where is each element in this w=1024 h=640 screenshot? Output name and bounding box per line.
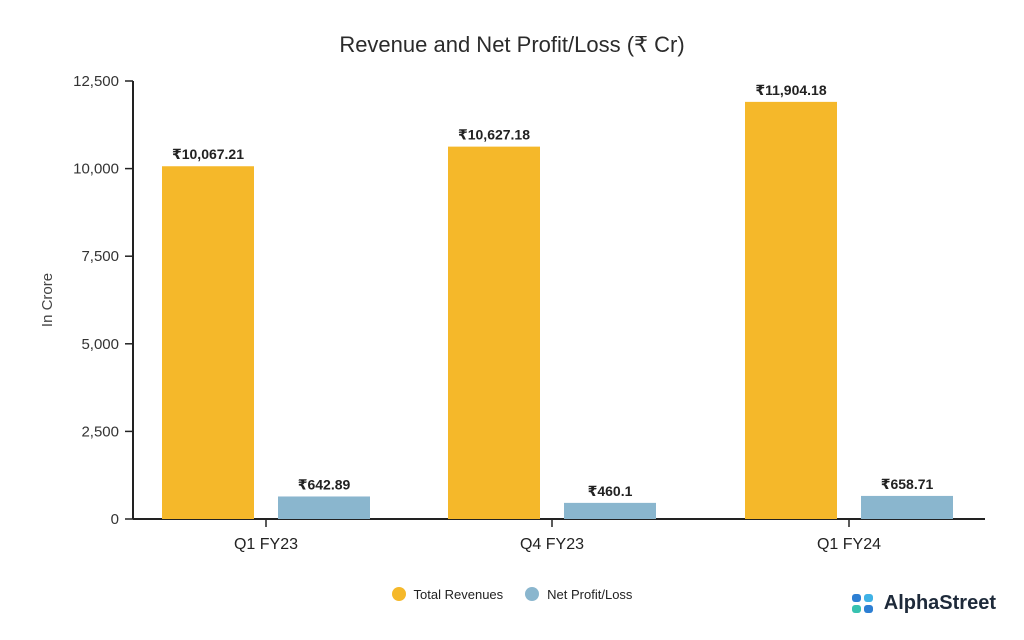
legend-item-net-profit: Net Profit/Loss <box>525 587 632 602</box>
brand-logo: AlphaStreet <box>851 592 996 615</box>
y-tick-label: 7,500 <box>81 248 119 265</box>
bar-net-profit <box>564 502 656 519</box>
legend-label-net-profit: Net Profit/Loss <box>547 586 633 602</box>
legend-item-total-revenues: Total Revenues <box>391 586 504 602</box>
legend-label-total-revenues: Total Revenues <box>413 586 504 602</box>
legend-swatch-total-revenues <box>391 587 406 601</box>
data-label: ₹11,904.18 <box>755 82 826 98</box>
bars <box>162 101 953 520</box>
y-tick-label: 2,500 <box>81 423 119 440</box>
legend-swatch-net-profit <box>525 587 540 601</box>
bar-net-profit <box>861 495 953 519</box>
y-tick-label: 12,500 <box>73 73 119 90</box>
x-category-label: Q1 FY23 <box>234 536 298 553</box>
y-tick-label: 10,000 <box>73 161 119 178</box>
bar-total-revenues <box>448 146 540 520</box>
data-label: ₹658.71 <box>881 476 934 492</box>
chart-title: Revenue and Net Profit/Loss (₹ Cr) <box>339 32 684 57</box>
legend: Total Revenues Net Profit/Loss <box>0 582 1024 606</box>
bar-total-revenues <box>162 166 254 519</box>
data-label: ₹10,627.18 <box>458 127 530 143</box>
bar-total-revenues <box>745 101 837 519</box>
brand-name: AlphaStreet <box>883 592 996 614</box>
bar-net-profit <box>278 496 370 519</box>
data-label: ₹460.1 <box>588 483 633 499</box>
y-tick-label: 0 <box>111 511 119 528</box>
x-category-label: Q4 FY23 <box>520 536 584 553</box>
y-axis-label: In Crore <box>39 273 56 327</box>
data-label: ₹642.89 <box>298 476 351 492</box>
alphastreet-logo-icon <box>851 593 876 614</box>
y-tick-label: 5,000 <box>81 336 119 353</box>
x-category-label: Q1 FY24 <box>817 536 881 553</box>
data-labels: ₹10,067.21 ₹642.89 ₹10,627.18 ₹460.1 ₹11,904… <box>172 82 934 499</box>
axes: 0 2,500 5,000 7,500 10,000 12,500 Q1 FY23 Q4 FY… <box>73 73 985 553</box>
data-label: ₹10,067.21 <box>172 146 244 162</box>
